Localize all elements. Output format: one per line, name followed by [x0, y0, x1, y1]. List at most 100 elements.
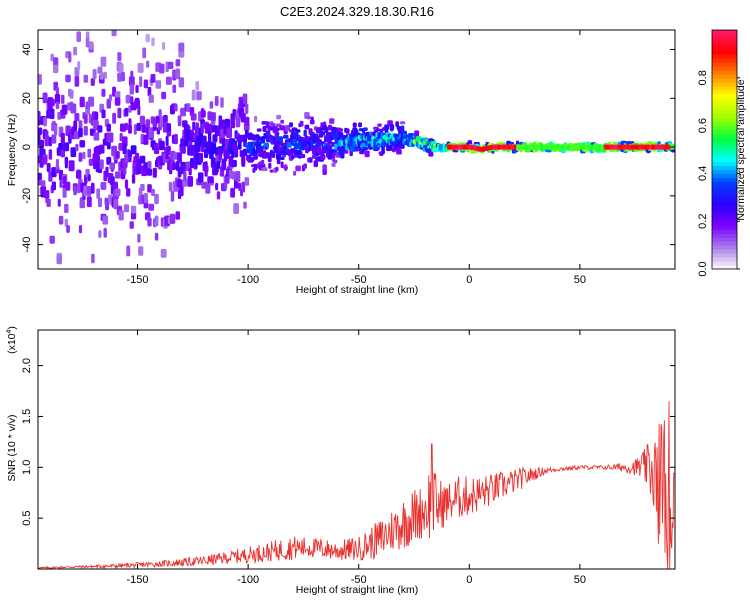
spectrogram-cell [343, 150, 349, 154]
colorbar-band [712, 245, 737, 250]
spectrogram-cell [327, 124, 333, 131]
spectrogram-cell [261, 121, 268, 125]
spectrogram-line-cell [582, 144, 586, 150]
spectrogram-cell [219, 119, 225, 130]
spectrogram-line-cell [542, 144, 546, 150]
spectrogram-cell [254, 115, 258, 123]
spectrogram-cell [70, 147, 77, 158]
snr-y-ticks: 0.5 1.0 1.5 2.0 [21, 358, 675, 526]
spectrogram-cell [291, 155, 295, 160]
colorbar-band [712, 105, 737, 111]
spectrogram-cell [58, 142, 64, 151]
spectrogram-line-cell [638, 144, 642, 150]
colorbar-band [712, 185, 737, 190]
colorbar-band [712, 77, 737, 83]
spectrogram-line-cell [611, 144, 615, 150]
spectrogram-line-cell [603, 144, 607, 150]
spectrogram-cell [192, 121, 196, 131]
spectrogram-cell [96, 155, 100, 163]
spectrogram-cell [44, 190, 50, 199]
spectrogram-cell [97, 197, 102, 208]
spectrogram-cell [114, 91, 121, 99]
spectrogram-cell [245, 103, 249, 114]
spectrogram-line-cell [452, 144, 456, 150]
spectrogram-line-cell [529, 144, 533, 150]
spectrogram-line-cell [614, 144, 618, 150]
spectrogram-cell [159, 63, 165, 74]
spectrogram-line-cell [595, 144, 599, 150]
spectrogram-cell [220, 128, 224, 139]
colorbar-band [712, 57, 737, 63]
spectrogram-x-axis-label: Height of straight line (km) [296, 284, 419, 296]
spectrogram-cell [268, 162, 272, 169]
spectrogram-line-cell [587, 144, 591, 150]
spectrogram-cell [284, 164, 288, 171]
colorbar-band [712, 137, 737, 143]
spectrogram-cell [130, 205, 137, 214]
spectrogram-cell [74, 113, 80, 122]
spectrogram-line-cell [479, 146, 482, 152]
spectrogram-cell [97, 125, 103, 133]
spectrogram-line-cell [447, 144, 451, 150]
colorbar-band [712, 149, 737, 155]
spectrogram-cell [76, 31, 81, 42]
spectrogram-cell [117, 107, 122, 119]
colorbar-gradient [712, 30, 737, 270]
spectrogram-cell [140, 184, 145, 191]
spectrogram-cell [364, 150, 370, 158]
y-tick-label: 0 [21, 144, 33, 150]
spectrogram-cell [106, 140, 111, 150]
spectrogram-cell [178, 77, 184, 88]
spectrogram-line-cell [574, 144, 578, 150]
spectrogram-cell [241, 156, 246, 167]
spectrogram-panel: -150 -100 -50 0 50 -40 -20 0 20 40 Height of str… [6, 29, 676, 296]
spectrogram-cell [91, 182, 95, 194]
spectrogram-cell [150, 74, 156, 83]
spectrogram-cell [261, 167, 268, 172]
spectrogram-cell [148, 127, 155, 139]
spectrogram-cell [295, 129, 301, 133]
colorbar-band [712, 133, 737, 139]
colorbar-band [712, 89, 737, 95]
spectrogram-line-cell [577, 144, 581, 150]
spectrogram-cell [103, 71, 107, 79]
colorbar-band [712, 37, 737, 43]
spectrogram-cell [100, 56, 107, 67]
spectrogram-cell [106, 123, 111, 132]
spectrogram-cell [49, 108, 55, 120]
spectrogram-cell [186, 103, 191, 113]
spectrogram-cell [283, 134, 289, 139]
spectrogram-cell [128, 118, 132, 127]
spectrogram-cell [137, 63, 144, 73]
spectrogram-cell [182, 178, 188, 187]
spectrogram-line-cell [664, 144, 668, 150]
spectrogram-cell [92, 69, 97, 80]
spectrogram-cell [162, 42, 166, 50]
spectrogram-cell [269, 169, 274, 173]
colorbar-band [712, 61, 737, 67]
spectrogram-cell [100, 182, 107, 190]
spectrogram-cell [54, 93, 61, 104]
colorbar-band [712, 257, 737, 262]
spectrogram-cell [396, 146, 402, 151]
spectrogram-cell [299, 120, 304, 127]
colorbar-band [712, 145, 737, 151]
colorbar-band [712, 97, 737, 103]
spectrogram-cell [224, 118, 230, 130]
spectrogram-cell [79, 140, 86, 148]
spectrogram-cell [87, 148, 92, 158]
spectrogram-cell [377, 123, 382, 127]
spectrogram-cell [79, 96, 85, 108]
colorbar-tick-label: 0.6 [697, 118, 709, 133]
spectrogram-cell [203, 165, 209, 173]
colorbar-band [712, 161, 737, 167]
spectrogram-cell [313, 160, 318, 168]
y-tick-label: -40 [21, 237, 33, 253]
spectrogram-cell [242, 93, 248, 105]
colorbar-band [712, 49, 737, 55]
spectrogram-cell [147, 160, 152, 169]
spectrogram-cell [123, 204, 130, 213]
spectrogram-cell [257, 136, 261, 141]
